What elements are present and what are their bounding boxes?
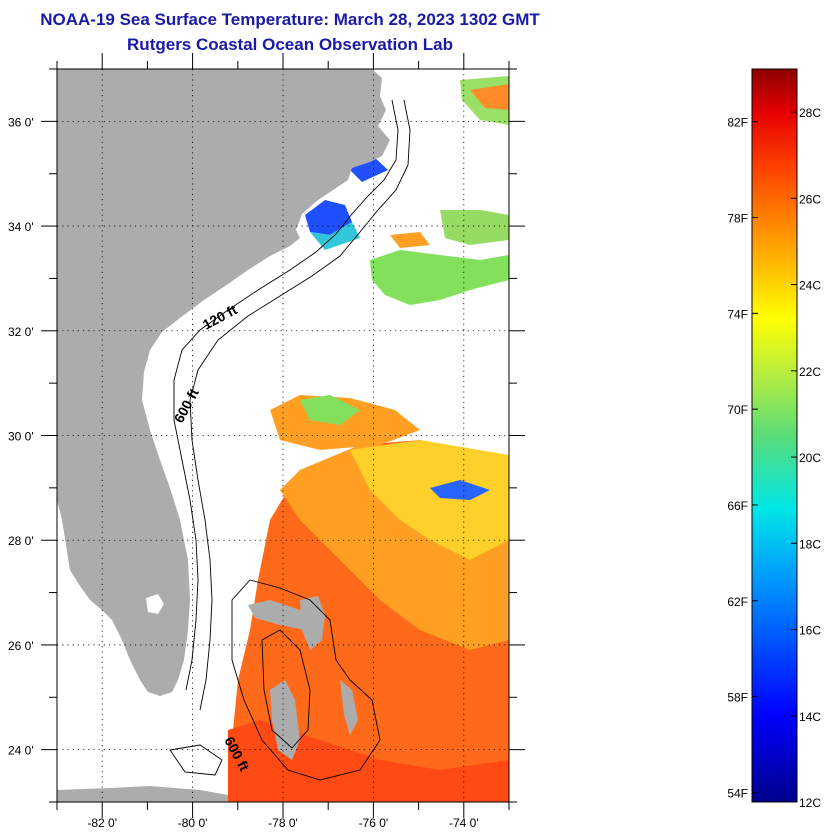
bahamas-abaco	[300, 596, 325, 650]
colorbar-f-label: 62F	[727, 595, 748, 609]
colorbar-fahrenheit-labels: 54F 58F 62F 66F 70F 74F 78F 82F	[727, 116, 758, 800]
colorbar-c-label: 14C	[799, 710, 821, 724]
contour-120ft	[173, 99, 399, 691]
colorbar-f-label: 54F	[727, 786, 748, 800]
florida-lake-okeechobee	[146, 594, 164, 614]
lat-tick-label: 28 0'	[8, 534, 34, 548]
bahamas-eleuthera	[340, 680, 358, 735]
lat-tick-label: 26 0'	[8, 639, 34, 653]
contour-cuba-shelf	[169, 744, 223, 776]
colorbar-c-label: 20C	[799, 451, 821, 465]
colorbar-f-label: 78F	[727, 212, 748, 226]
contour-label-120ft: 120 ft	[200, 301, 240, 332]
sst-green-patch-4	[440, 210, 509, 245]
contour-bahamas-inner	[261, 629, 311, 749]
lat-tick-label: 34 0'	[8, 220, 34, 234]
sst-orange-patch-coast	[390, 232, 430, 248]
lon-tick-label: -78 0'	[268, 816, 298, 830]
lat-tick-label: 32 0'	[8, 325, 34, 339]
lon-tick-label: -76 0'	[359, 816, 389, 830]
cuba-coast	[57, 786, 228, 802]
colorbar-f-label: 58F	[727, 691, 748, 705]
colorbar-celsius-labels: 12C 14C 16C 18C 20C 22C 24C 26C 28C	[791, 106, 821, 810]
sst-blue-coastal	[305, 200, 352, 235]
map-subtitle: Rutgers Coastal Ocean Observation Lab	[127, 35, 453, 54]
sst-blue-patch-east	[430, 480, 490, 500]
colorbar-c-label: 22C	[799, 365, 821, 379]
lon-tick-label: -82 0'	[87, 816, 117, 830]
lat-tick-label: 30 0'	[8, 430, 34, 444]
sst-cyan-coastal	[310, 222, 360, 250]
lat-tick-label: 36 0'	[8, 115, 34, 129]
depth-contours	[169, 99, 411, 781]
colorbar-c-label: 28C	[799, 106, 821, 120]
temperature-colorbar	[751, 68, 798, 803]
latitude-axis: 24 0' 26 0' 28 0' 30 0' 32 0' 34 0' 36 0'	[8, 68, 525, 803]
colorbar-c-label: 16C	[799, 624, 821, 638]
colorbar-c-label: 12C	[799, 796, 821, 810]
colorbar-f-label: 82F	[727, 116, 748, 130]
contour-600ft	[189, 99, 411, 711]
lon-tick-label: -80 0'	[178, 816, 208, 830]
contour-label-600ft-north: 600 ft	[171, 385, 202, 425]
sst-orange-patch-ne	[470, 84, 509, 110]
colorbar-c-label: 18C	[799, 537, 821, 551]
colorbar-c-label: 24C	[799, 279, 821, 293]
lat-tick-label: 24 0'	[8, 744, 34, 758]
sst-cool-region	[350, 440, 509, 560]
colorbar-c-label: 26C	[799, 192, 821, 206]
bahamas-andros-island	[270, 680, 300, 760]
sst-green-patch	[370, 250, 509, 305]
map-title: NOAA-19 Sea Surface Temperature: March 2…	[40, 10, 540, 29]
sst-green-patch-2	[300, 395, 360, 425]
colorbar-f-label: 70F	[727, 403, 748, 417]
contour-bahamas-600ft	[231, 579, 381, 781]
colorbar-f-label: 66F	[727, 499, 748, 513]
lon-tick-label: -74 0'	[449, 816, 479, 830]
longitude-axis: -82 0' -80 0' -78 0' -76 0' -74 0'	[56, 53, 510, 830]
colorbar-f-label: 74F	[727, 307, 748, 321]
